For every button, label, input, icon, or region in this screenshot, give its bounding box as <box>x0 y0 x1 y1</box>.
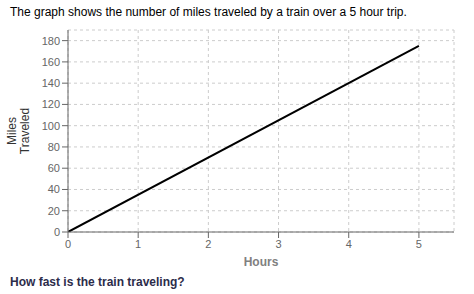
svg-text:180: 180 <box>42 35 60 47</box>
svg-text:40: 40 <box>48 183 60 195</box>
svg-text:80: 80 <box>48 141 60 153</box>
svg-text:Traveled: Traveled <box>18 108 32 154</box>
svg-text:20: 20 <box>48 205 60 217</box>
svg-text:0: 0 <box>65 238 71 250</box>
svg-text:5: 5 <box>416 238 422 250</box>
svg-text:Hours: Hours <box>244 255 279 269</box>
svg-text:3: 3 <box>275 238 281 250</box>
html-text:How fast is the train travelin: How fast is the train traveling? <box>10 275 185 289</box>
svg-text:60: 60 <box>48 162 60 174</box>
svg-text:1: 1 <box>135 238 141 250</box>
svg-text:2: 2 <box>205 238 211 250</box>
svg-text:100: 100 <box>42 120 60 132</box>
svg-text:4: 4 <box>346 238 352 250</box>
svg-text:160: 160 <box>42 56 60 68</box>
svg-text:0: 0 <box>54 226 60 238</box>
html-text:The graph shows the number of: The graph shows the number of miles trav… <box>10 5 407 19</box>
svg-text:120: 120 <box>42 98 60 110</box>
svg-text:140: 140 <box>42 77 60 89</box>
